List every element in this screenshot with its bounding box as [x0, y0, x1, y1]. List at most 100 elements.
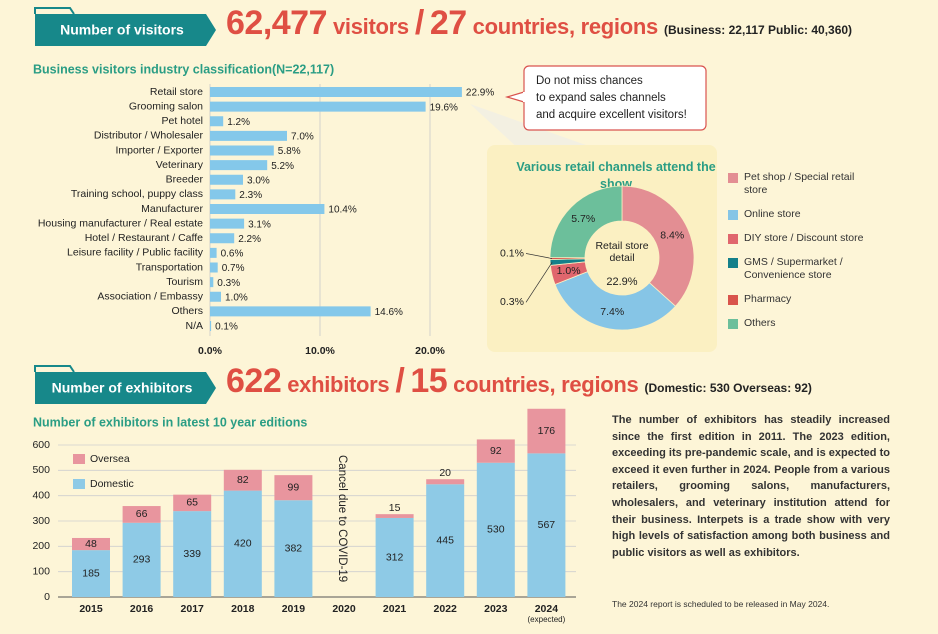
bar-segment: [122, 506, 161, 523]
visitors-countries-unit: countries, regions: [472, 14, 659, 39]
value-label: 0.7%: [222, 263, 245, 274]
report-note: The 2024 report is scheduled to be relea…: [612, 599, 830, 609]
x-tick-label: 2020: [332, 603, 356, 615]
category-label: Hotel / Restaurant / Caffe: [85, 232, 203, 244]
bar-segment: [476, 439, 515, 463]
slice-label: 0.3%: [500, 296, 524, 308]
bar: [210, 233, 235, 244]
legend-label: Oversea: [90, 453, 130, 465]
value-label: 48: [85, 538, 97, 550]
value-label: 312: [386, 551, 404, 563]
value-label: 7.0%: [291, 132, 314, 143]
bar: [210, 204, 325, 214]
value-label: 1.0%: [225, 292, 248, 303]
x-tick-label: 10.0%: [305, 345, 335, 357]
value-label: 5.2%: [271, 161, 294, 172]
category-label: N/A: [185, 320, 203, 332]
visitors-countries: 27: [429, 4, 467, 42]
bar: [210, 321, 212, 331]
cancel-note: Cancel due to COVID-19: [336, 455, 348, 582]
bar-segment: [476, 462, 515, 597]
category-label: Importer / Exporter: [115, 144, 203, 156]
value-label: 567: [538, 519, 556, 531]
x-tick-label: 2017: [181, 603, 205, 615]
exhibitors-total: 622: [226, 362, 282, 400]
legend-item: Others: [728, 317, 878, 330]
bar-segment: [72, 550, 110, 597]
legend-label: Online store: [744, 208, 801, 220]
legend-item: Pharmacy: [728, 293, 878, 306]
slice-label: 1.0%: [557, 265, 581, 277]
callout-line: to expand sales channels: [536, 92, 666, 104]
value-label: 185: [82, 567, 100, 579]
bar-segment: [375, 517, 414, 597]
y-tick-label: 600: [32, 439, 50, 451]
bar: [210, 145, 274, 156]
slice-label: 0.1%: [500, 247, 524, 259]
expected-note: (expected): [528, 615, 566, 624]
visitors-banner: [35, 14, 216, 46]
visitors-heading: Number of visitors: [60, 22, 184, 38]
category-label: Tourism: [166, 276, 203, 288]
category-label: Housing manufacturer / Real estate: [38, 217, 203, 229]
y-tick-label: 0: [44, 591, 50, 603]
category-label: Manufacturer: [141, 203, 203, 215]
bar-segment: [426, 484, 465, 597]
value-label: 339: [183, 548, 201, 560]
value-label: 82: [237, 474, 249, 486]
donut-slice: [621, 185, 695, 307]
legend-swatch: [728, 258, 738, 268]
value-label: 0.6%: [221, 249, 244, 260]
legend-label: DIY store / Discount store: [744, 232, 864, 244]
x-tick-label: 2022: [434, 603, 458, 615]
y-tick-label: 500: [32, 464, 50, 476]
value-label: 530: [487, 524, 505, 536]
callout-line: Do not miss chances: [536, 75, 643, 87]
legend-swatch: [728, 319, 738, 329]
legend-label: GMS / Supermarket / Convenience store: [744, 256, 843, 281]
legend-label: Pharmacy: [744, 293, 792, 305]
y-tick-label: 200: [32, 540, 50, 552]
value-label: 66: [136, 508, 148, 520]
legend-label: Others: [744, 317, 776, 329]
leader-line: [525, 262, 553, 303]
callout-line: and acquire excellent visitors!: [536, 109, 687, 121]
banner-tab: [34, 365, 75, 373]
value-label: 293: [133, 554, 151, 566]
visitors-total: 62,477: [226, 4, 328, 42]
category-label: Breeder: [166, 174, 204, 186]
category-label: Association / Embassy: [97, 291, 203, 303]
visitors-unit: visitors: [333, 14, 409, 39]
category-label: Grooming salon: [129, 100, 203, 112]
y-tick-label: 100: [32, 565, 50, 577]
value-label: 0.1%: [215, 322, 238, 333]
bar-segment: [122, 522, 161, 597]
exhibitors-unit: exhibitors: [287, 372, 390, 397]
legend-swatch: [728, 234, 738, 244]
bar: [210, 116, 224, 127]
legend-label: Pet shop / Special retail store: [744, 171, 855, 196]
category-label: Others: [171, 305, 203, 317]
value-label: 19.6%: [430, 102, 458, 113]
exhibitors-banner: [35, 372, 216, 404]
y-tick-label: 300: [32, 515, 50, 527]
legend-swatch: [73, 479, 85, 489]
bar: [210, 189, 236, 200]
chart-title: Business visitors industry classificatio…: [33, 62, 334, 76]
value-label: 0.3%: [217, 278, 240, 289]
value-label: 2.3%: [239, 190, 262, 201]
donut-hole: [586, 222, 658, 294]
value-label: 20: [439, 467, 451, 479]
category-label: Retail store: [150, 86, 203, 98]
bar-segment: [173, 494, 212, 512]
slice-label: 7.4%: [600, 306, 624, 318]
chart-title: Number of exhibitors in latest 10 year e…: [33, 415, 307, 429]
center-label: Retail store detail: [595, 240, 648, 264]
description: The number of exhibitors has steadily in…: [612, 414, 890, 559]
bar-segment: [274, 500, 313, 597]
leader-line: [525, 253, 553, 259]
separator: /: [395, 362, 405, 400]
category-label: Pet hotel: [162, 115, 203, 127]
value-label: 5.8%: [278, 146, 301, 157]
bar: [210, 262, 218, 273]
